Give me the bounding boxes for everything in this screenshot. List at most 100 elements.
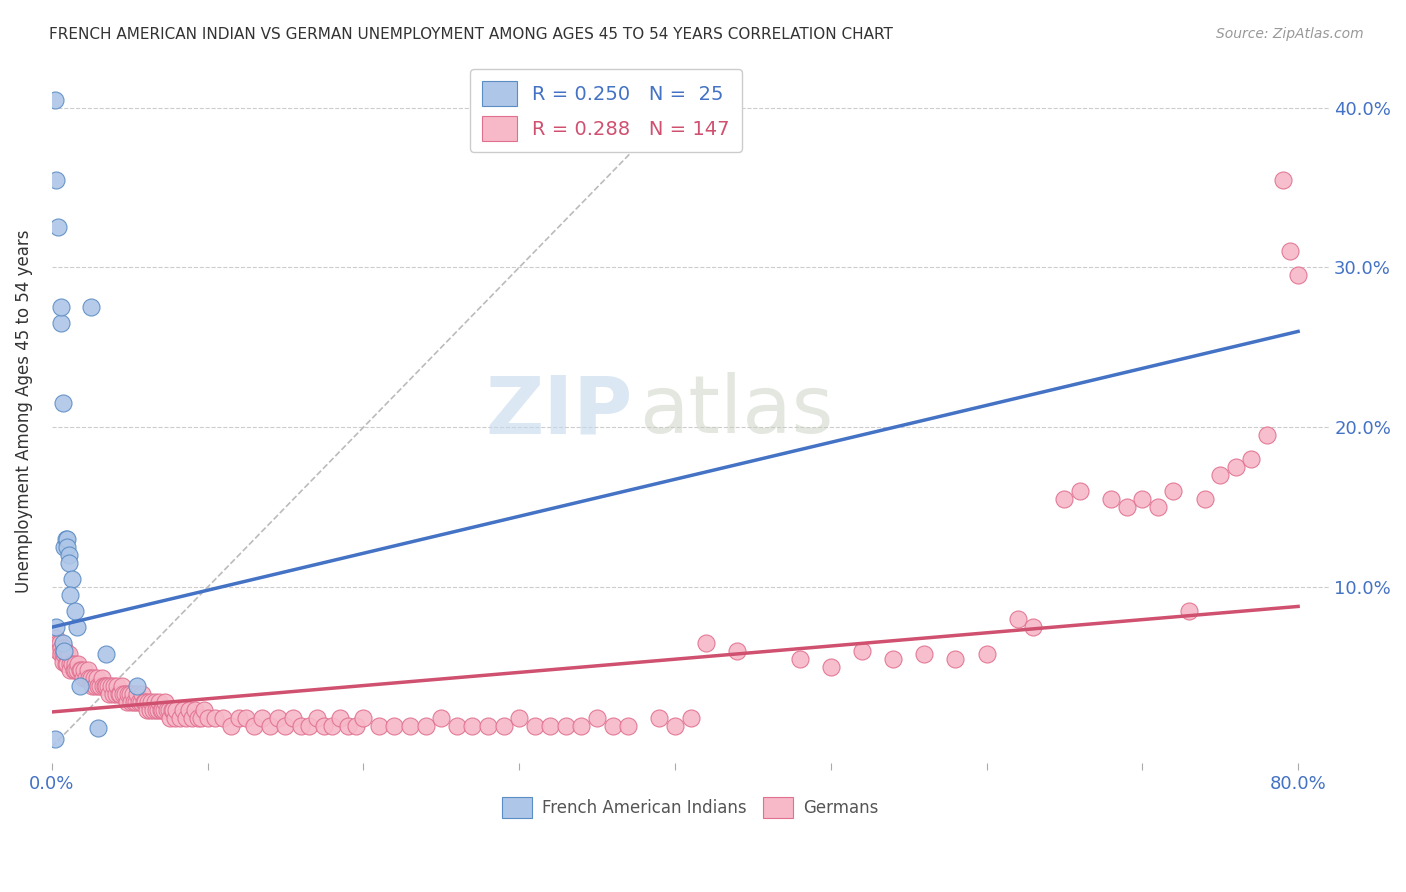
Point bbox=[66, 664, 89, 678]
Point bbox=[259, 719, 281, 733]
Point bbox=[89, 679, 111, 693]
Point bbox=[184, 703, 207, 717]
Point bbox=[115, 695, 138, 709]
Point bbox=[554, 719, 576, 733]
Point bbox=[912, 648, 935, 662]
Point bbox=[943, 652, 966, 666]
Point bbox=[159, 711, 181, 725]
Point bbox=[53, 541, 76, 555]
Point bbox=[49, 317, 72, 331]
Point bbox=[290, 719, 312, 733]
Text: FRENCH AMERICAN INDIAN VS GERMAN UNEMPLOYMENT AMONG AGES 45 TO 54 YEARS CORRELAT: FRENCH AMERICAN INDIAN VS GERMAN UNEMPLO… bbox=[49, 27, 893, 42]
Point bbox=[1147, 500, 1170, 515]
Point bbox=[321, 719, 343, 733]
Point bbox=[52, 636, 75, 650]
Point bbox=[124, 695, 146, 709]
Point bbox=[59, 588, 82, 602]
Point bbox=[62, 664, 84, 678]
Point bbox=[121, 687, 143, 701]
Point bbox=[145, 703, 167, 717]
Point bbox=[84, 679, 107, 693]
Point bbox=[976, 648, 998, 662]
Point bbox=[77, 672, 100, 686]
Point bbox=[104, 687, 127, 701]
Point bbox=[415, 719, 437, 733]
Point bbox=[695, 636, 717, 650]
Point bbox=[105, 679, 128, 693]
Point bbox=[1022, 620, 1045, 634]
Point bbox=[128, 695, 150, 709]
Point bbox=[679, 711, 702, 725]
Point bbox=[91, 679, 114, 693]
Point bbox=[56, 533, 79, 547]
Point bbox=[44, 93, 66, 107]
Point bbox=[329, 711, 352, 725]
Point bbox=[172, 703, 194, 717]
Point bbox=[112, 687, 135, 701]
Legend: French American Indians, Germans: French American Indians, Germans bbox=[495, 790, 886, 825]
Point bbox=[97, 679, 120, 693]
Point bbox=[156, 703, 179, 717]
Point bbox=[148, 695, 170, 709]
Point bbox=[1240, 452, 1263, 467]
Point bbox=[127, 679, 149, 693]
Point bbox=[93, 679, 115, 693]
Point bbox=[52, 656, 75, 670]
Point bbox=[266, 711, 288, 725]
Point bbox=[49, 648, 72, 662]
Point bbox=[129, 695, 152, 709]
Point bbox=[87, 721, 110, 735]
Point bbox=[111, 679, 134, 693]
Point bbox=[446, 719, 468, 733]
Text: ZIP: ZIP bbox=[485, 372, 633, 450]
Point bbox=[63, 664, 86, 678]
Point bbox=[617, 719, 640, 733]
Point bbox=[52, 648, 75, 662]
Point bbox=[1115, 500, 1137, 515]
Point bbox=[52, 396, 75, 410]
Point bbox=[820, 660, 842, 674]
Point bbox=[120, 695, 142, 709]
Point bbox=[82, 679, 104, 693]
Point bbox=[138, 695, 160, 709]
Point bbox=[1286, 268, 1309, 283]
Point bbox=[571, 719, 593, 733]
Point bbox=[49, 640, 72, 655]
Text: Source: ZipAtlas.com: Source: ZipAtlas.com bbox=[1216, 27, 1364, 41]
Point bbox=[46, 644, 69, 658]
Point bbox=[177, 703, 200, 717]
Point bbox=[134, 695, 156, 709]
Point bbox=[851, 644, 873, 658]
Point bbox=[384, 719, 406, 733]
Point bbox=[55, 657, 77, 671]
Point bbox=[368, 719, 391, 733]
Point bbox=[69, 679, 91, 693]
Point bbox=[80, 301, 103, 315]
Point bbox=[157, 703, 180, 717]
Point bbox=[1099, 492, 1122, 507]
Point bbox=[59, 657, 82, 671]
Point bbox=[197, 711, 219, 725]
Point bbox=[212, 711, 235, 725]
Point bbox=[283, 711, 305, 725]
Point bbox=[1130, 492, 1153, 507]
Point bbox=[131, 687, 153, 701]
Point bbox=[59, 664, 82, 678]
Point bbox=[204, 711, 226, 725]
Point bbox=[46, 220, 69, 235]
Point bbox=[141, 695, 163, 709]
Point bbox=[117, 687, 139, 701]
Point bbox=[430, 711, 453, 725]
Point bbox=[602, 719, 624, 733]
Point bbox=[1163, 484, 1185, 499]
Point bbox=[101, 687, 124, 701]
Y-axis label: Unemployment Among Ages 45 to 54 years: Unemployment Among Ages 45 to 54 years bbox=[15, 229, 32, 593]
Point bbox=[243, 719, 266, 733]
Point bbox=[149, 703, 172, 717]
Point bbox=[250, 711, 273, 725]
Point bbox=[132, 695, 155, 709]
Point bbox=[83, 672, 105, 686]
Point bbox=[80, 672, 103, 686]
Text: atlas: atlas bbox=[640, 372, 834, 450]
Point bbox=[1256, 428, 1278, 442]
